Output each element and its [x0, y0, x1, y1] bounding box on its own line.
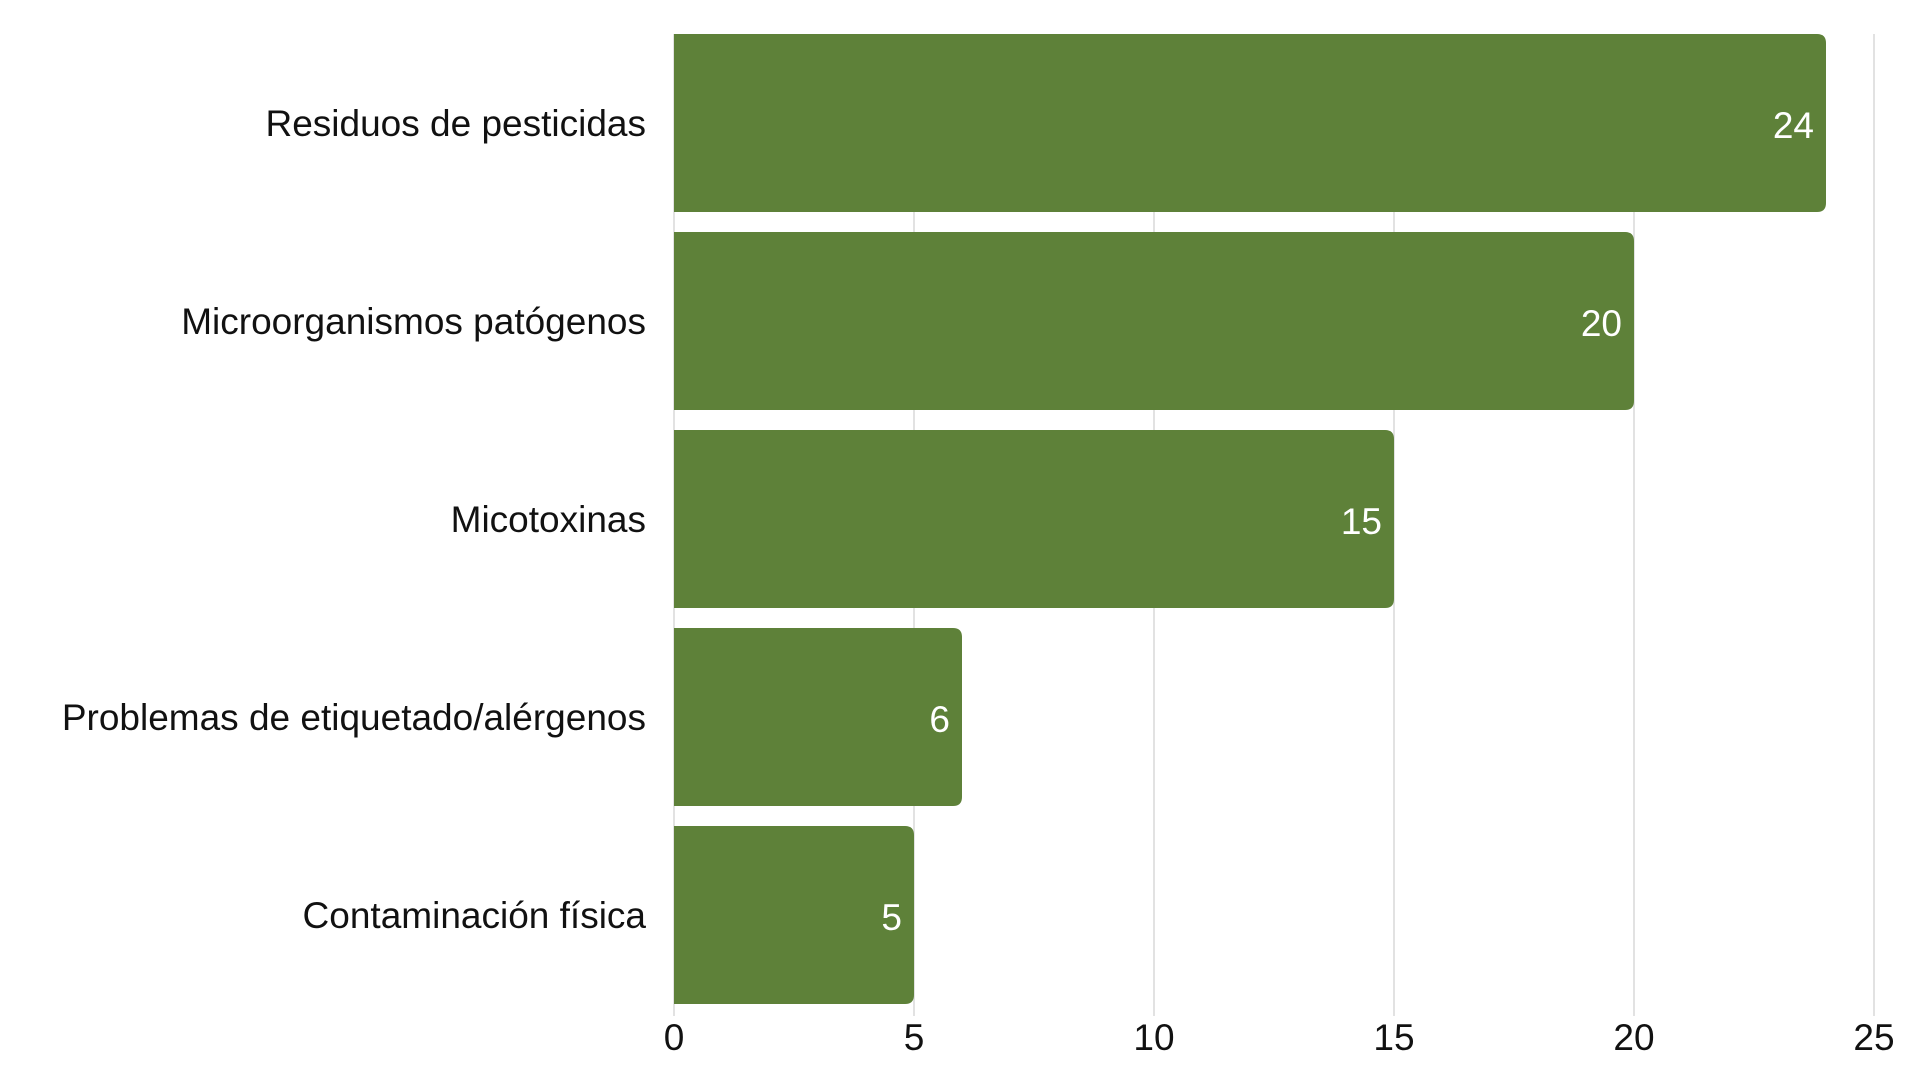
- bar: [674, 232, 1634, 410]
- bar: [674, 430, 1394, 608]
- data-label: 15: [1341, 501, 1382, 542]
- x-tick-label: 20: [1613, 1017, 1654, 1058]
- data-label: 6: [929, 699, 950, 740]
- category-label: Microorganismos patógenos: [181, 301, 646, 342]
- data-label: 20: [1581, 303, 1622, 344]
- category-label: Contaminación física: [303, 895, 647, 936]
- bars: [674, 34, 1826, 1004]
- category-label: Residuos de pesticidas: [266, 103, 647, 144]
- data-label: 5: [881, 897, 902, 938]
- x-tick-label: 0: [664, 1017, 685, 1058]
- bar: [674, 628, 962, 806]
- x-tick-label: 25: [1853, 1017, 1894, 1058]
- bar: [674, 826, 914, 1004]
- data-labels: 24 20 15 6 5: [881, 105, 1814, 938]
- data-label: 24: [1773, 105, 1814, 146]
- category-label: Micotoxinas: [451, 499, 646, 540]
- x-axis-ticks: 0 5 10 15 20 25: [664, 1017, 1895, 1058]
- category-label: Problemas de etiquetado/alérgenos: [62, 697, 646, 738]
- category-labels: Residuos de pesticidas Microorganismos pa…: [62, 103, 647, 936]
- x-tick-label: 15: [1373, 1017, 1414, 1058]
- bar: [674, 34, 1826, 212]
- x-tick-label: 5: [904, 1017, 925, 1058]
- x-tick-label: 10: [1133, 1017, 1174, 1058]
